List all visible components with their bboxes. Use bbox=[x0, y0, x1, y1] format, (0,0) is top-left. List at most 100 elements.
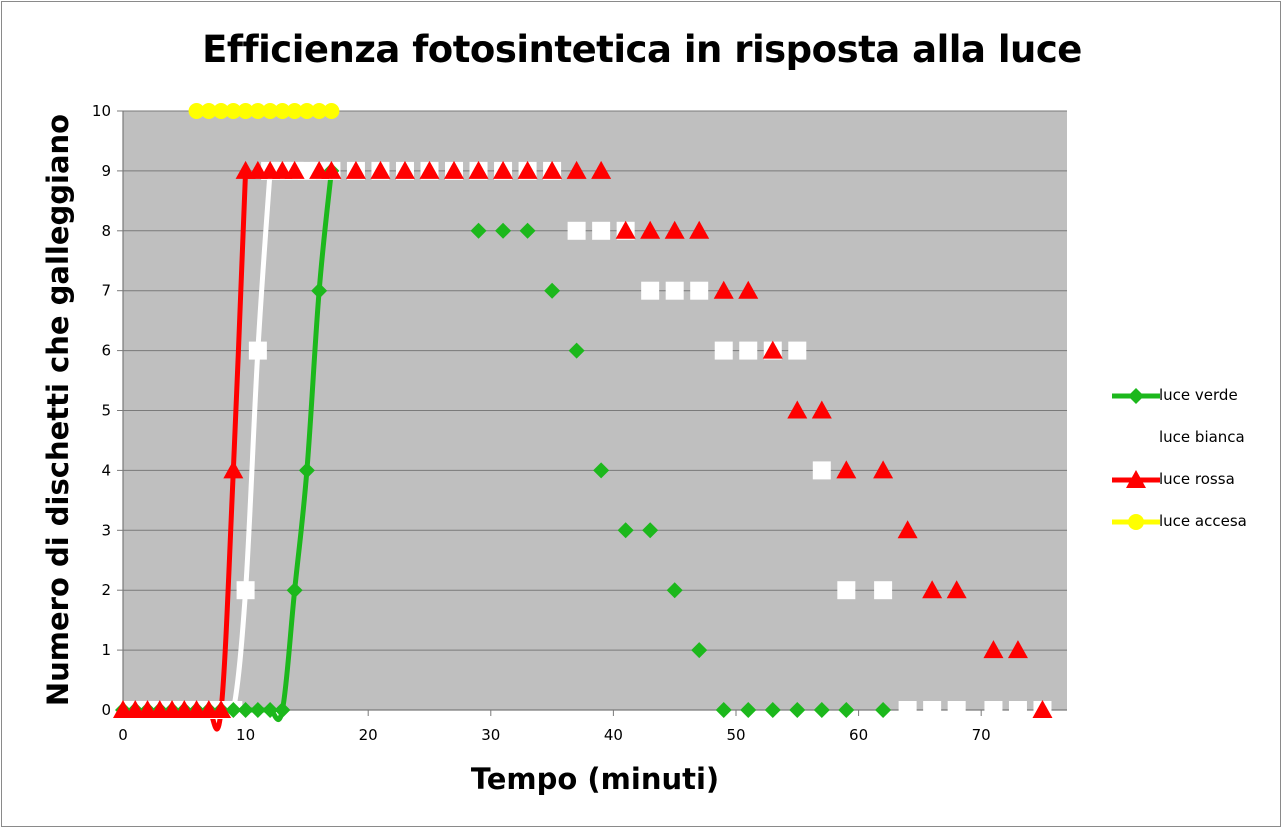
legend-label-bianca: luce bianca bbox=[1159, 428, 1245, 446]
chart-title: Efficienza fotosintetica in risposta all… bbox=[202, 28, 1082, 71]
y-tick-label-10: 10 bbox=[92, 102, 111, 120]
x-tick-label-20: 20 bbox=[359, 726, 378, 744]
y-tick-label-3: 3 bbox=[101, 521, 111, 539]
x-tick-label-30: 30 bbox=[481, 726, 500, 744]
point-s0-20 bbox=[519, 222, 536, 239]
point-s1-10 bbox=[236, 581, 255, 600]
point-s2-32 bbox=[713, 280, 734, 299]
point-s2-38 bbox=[873, 460, 894, 479]
point-s0-19 bbox=[495, 222, 512, 239]
legend-marker-0 bbox=[1128, 388, 1144, 404]
point-s2-17 bbox=[345, 160, 366, 179]
point-s2-26 bbox=[566, 160, 587, 179]
point-s3-5 bbox=[249, 103, 266, 119]
point-s2-19 bbox=[394, 160, 415, 179]
point-s2-14 bbox=[284, 160, 305, 179]
x-tick-label-40: 40 bbox=[604, 726, 623, 744]
point-s3-9 bbox=[298, 103, 315, 119]
y-tick-label-8: 8 bbox=[101, 222, 111, 240]
point-s3-6 bbox=[262, 103, 279, 119]
point-s0-15 bbox=[298, 462, 315, 479]
point-s1-33 bbox=[714, 341, 733, 360]
x-tick-label-10: 10 bbox=[236, 726, 255, 744]
point-s0-18 bbox=[470, 222, 487, 239]
point-s0-21 bbox=[544, 282, 561, 299]
point-s3-4 bbox=[237, 103, 254, 119]
y-tick-label-5: 5 bbox=[101, 402, 111, 420]
point-s0-34 bbox=[875, 702, 892, 718]
point-s0-22 bbox=[568, 342, 585, 359]
point-s2-27 bbox=[591, 160, 612, 179]
point-s2-22 bbox=[468, 160, 489, 179]
x-tick-label-70: 70 bbox=[972, 726, 991, 744]
y-tick-label-4: 4 bbox=[101, 461, 111, 479]
point-s1-43 bbox=[984, 701, 1003, 719]
point-s1-28 bbox=[592, 221, 611, 240]
point-s0-13 bbox=[274, 702, 291, 718]
series-markers-2 bbox=[113, 160, 1053, 718]
y-tick-label-7: 7 bbox=[101, 282, 111, 300]
point-s2-33 bbox=[738, 280, 759, 299]
point-s0-33 bbox=[838, 702, 855, 718]
point-s1-34 bbox=[739, 341, 758, 360]
point-s2-41 bbox=[946, 580, 967, 599]
legend-marker-2 bbox=[1126, 470, 1146, 488]
y-tick-label-9: 9 bbox=[101, 162, 111, 180]
point-s0-11 bbox=[249, 702, 266, 718]
point-s3-1 bbox=[200, 103, 217, 119]
point-s2-8 bbox=[211, 700, 232, 718]
point-s1-38 bbox=[837, 581, 856, 600]
point-s0-14 bbox=[286, 582, 303, 599]
point-s0-10 bbox=[237, 702, 254, 718]
point-s1-44 bbox=[1008, 701, 1027, 719]
legend-label-rossa: luce rossa bbox=[1159, 470, 1235, 488]
legend bbox=[1112, 388, 1160, 530]
point-s2-35 bbox=[787, 400, 808, 419]
point-s3-8 bbox=[286, 103, 303, 119]
point-s3-10 bbox=[311, 103, 328, 119]
legend-marker-3 bbox=[1128, 514, 1144, 530]
x-tick-label-60: 60 bbox=[849, 726, 868, 744]
point-s0-30 bbox=[764, 702, 781, 718]
point-s0-24 bbox=[617, 522, 634, 539]
point-s1-11 bbox=[248, 341, 267, 360]
point-s2-44 bbox=[1032, 700, 1053, 718]
point-s2-24 bbox=[517, 160, 538, 179]
x-axis-label: Tempo (minuti) bbox=[470, 762, 720, 796]
point-s2-42 bbox=[983, 640, 1004, 659]
x-tick-label-50: 50 bbox=[726, 726, 745, 744]
point-s2-39 bbox=[897, 520, 918, 539]
point-s2-34 bbox=[762, 340, 783, 359]
point-s2-25 bbox=[542, 160, 563, 179]
point-s3-0 bbox=[188, 103, 205, 119]
point-s2-23 bbox=[493, 160, 514, 179]
point-s0-29 bbox=[740, 702, 757, 718]
point-s2-16 bbox=[321, 160, 342, 179]
point-s2-37 bbox=[836, 460, 857, 479]
point-s2-28 bbox=[615, 220, 636, 239]
series-group bbox=[113, 103, 1053, 732]
y-tick-label-1: 1 bbox=[101, 641, 111, 659]
x-tick-label-0: 0 bbox=[118, 726, 128, 744]
point-s2-21 bbox=[444, 160, 465, 179]
tick-labels: 0 1 2 3 4 5 6 7 8 9 10 0 10 20 30 40 50 60 70 bbox=[92, 102, 991, 744]
y-tick-label-6: 6 bbox=[101, 342, 111, 360]
legend-label-verde: luce verde bbox=[1159, 386, 1238, 404]
point-s0-27 bbox=[691, 642, 708, 659]
point-s2-20 bbox=[419, 160, 440, 179]
point-s1-27 bbox=[567, 221, 586, 240]
point-s1-32 bbox=[690, 281, 709, 300]
point-s1-40 bbox=[898, 701, 917, 719]
point-s0-12 bbox=[262, 702, 279, 718]
point-s1-31 bbox=[665, 281, 684, 300]
series-markers-3 bbox=[188, 103, 340, 119]
point-s3-7 bbox=[274, 103, 291, 119]
point-s0-31 bbox=[789, 702, 806, 718]
point-s3-2 bbox=[213, 103, 230, 119]
legend-marker-1 bbox=[1127, 429, 1145, 447]
point-s1-42 bbox=[947, 701, 966, 719]
point-s2-40 bbox=[922, 580, 943, 599]
point-s2-31 bbox=[689, 220, 710, 239]
point-s1-39 bbox=[874, 581, 893, 600]
